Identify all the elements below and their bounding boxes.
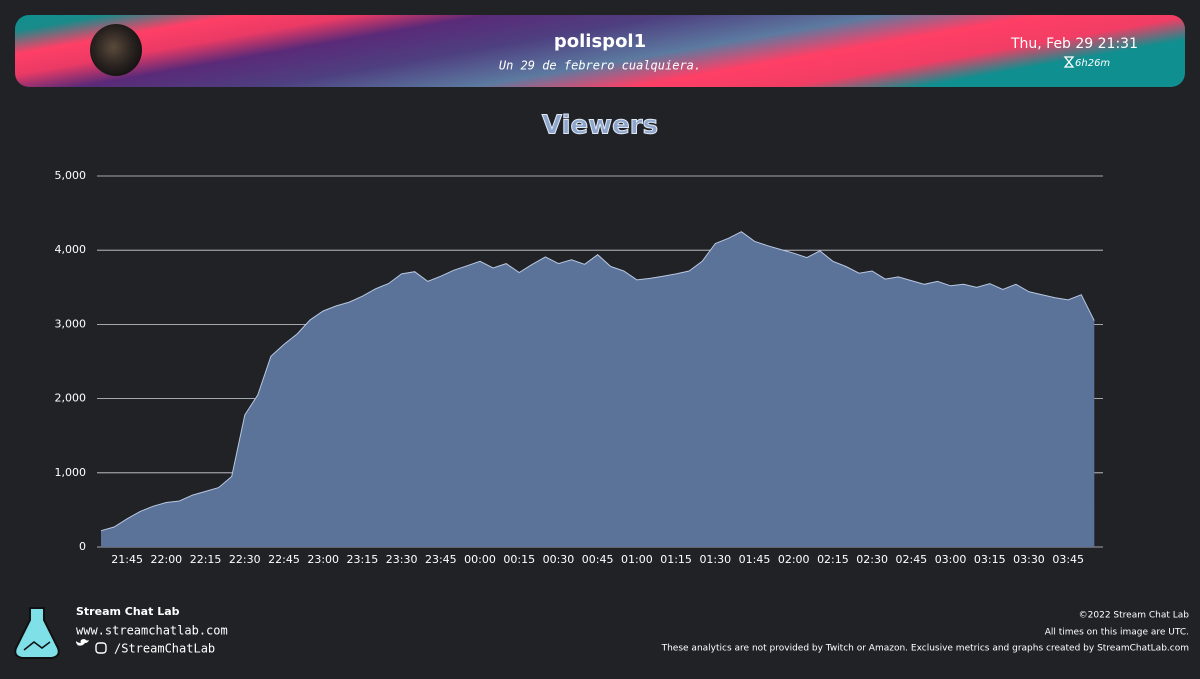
y-tick-label: 0 [79, 540, 86, 553]
x-tick-label: 22:15 [190, 553, 222, 566]
logo-lines [23, 641, 51, 651]
x-tick-label: 02:45 [895, 553, 927, 566]
x-tick-label: 00:00 [464, 553, 496, 566]
x-tick-label: 01:45 [739, 553, 771, 566]
chart-title: Viewers [542, 111, 658, 141]
x-tick-label: 02:15 [817, 553, 849, 566]
logo-flask [14, 607, 60, 659]
x-tick-label: 22:45 [268, 553, 300, 566]
x-tick-label: 01:15 [660, 553, 692, 566]
x-tick-label: 22:30 [229, 553, 261, 566]
brand-website: www.streamchatlab.com [76, 624, 228, 638]
avatar [90, 24, 142, 76]
x-tick-label: 03:00 [935, 553, 967, 566]
x-tick-label: 22:00 [150, 553, 182, 566]
stream-title: Un 29 de febrero cualquiera. [499, 59, 701, 73]
viewer-area [101, 231, 1095, 547]
logo [14, 607, 60, 659]
x-tick-label: 23:15 [347, 553, 379, 566]
twitter-icon [76, 639, 89, 646]
brand-social: /StreamChatLab [114, 642, 215, 656]
x-tick-label: 02:30 [856, 553, 888, 566]
y-tick-label: 1,000 [55, 466, 87, 479]
stream-date: Thu, Feb 29 21:31 [1010, 36, 1138, 52]
stream-duration: 6h26m [1075, 58, 1110, 69]
y-tick-label: 4,000 [55, 243, 87, 256]
x-tick-label: 23:30 [386, 553, 418, 566]
brand-name: Stream Chat Lab [76, 605, 180, 618]
x-tick-label: 00:45 [582, 553, 614, 566]
x-tick-label: 03:30 [1013, 553, 1045, 566]
channel-name: polispol1 [554, 31, 646, 52]
x-tick-label: 23:45 [425, 553, 457, 566]
y-tick-label: 5,000 [55, 169, 87, 182]
duration-icon [1063, 56, 1075, 68]
instagram-icon [95, 642, 107, 654]
y-tick-label: 2,000 [55, 392, 87, 405]
x-tick-label: 01:00 [621, 553, 653, 566]
x-tick-label: 01:30 [699, 553, 731, 566]
x-tick-label: 00:30 [543, 553, 575, 566]
x-tick-label: 00:15 [503, 553, 535, 566]
copyright: ©2022 Stream Chat Lab [1079, 611, 1190, 621]
plot-area: 0 1,000 2,000 3,000 4,000 5,000 21:45 22:00 22:1… [55, 169, 1103, 566]
utc-note: All times on this image are UTC. [1045, 628, 1189, 638]
x-tick-label: 21:45 [111, 553, 143, 566]
x-tick-label: 23:00 [307, 553, 339, 566]
x-tick-label: 03:45 [1052, 553, 1084, 566]
disclaimer: These analytics are not provided by Twit… [661, 644, 1189, 654]
viewer-line [100, 231, 1095, 532]
x-tick-label: 03:15 [974, 553, 1006, 566]
x-tick-label: 02:00 [778, 553, 810, 566]
header-bar [15, 15, 1185, 87]
y-tick-label: 3,000 [55, 317, 87, 330]
